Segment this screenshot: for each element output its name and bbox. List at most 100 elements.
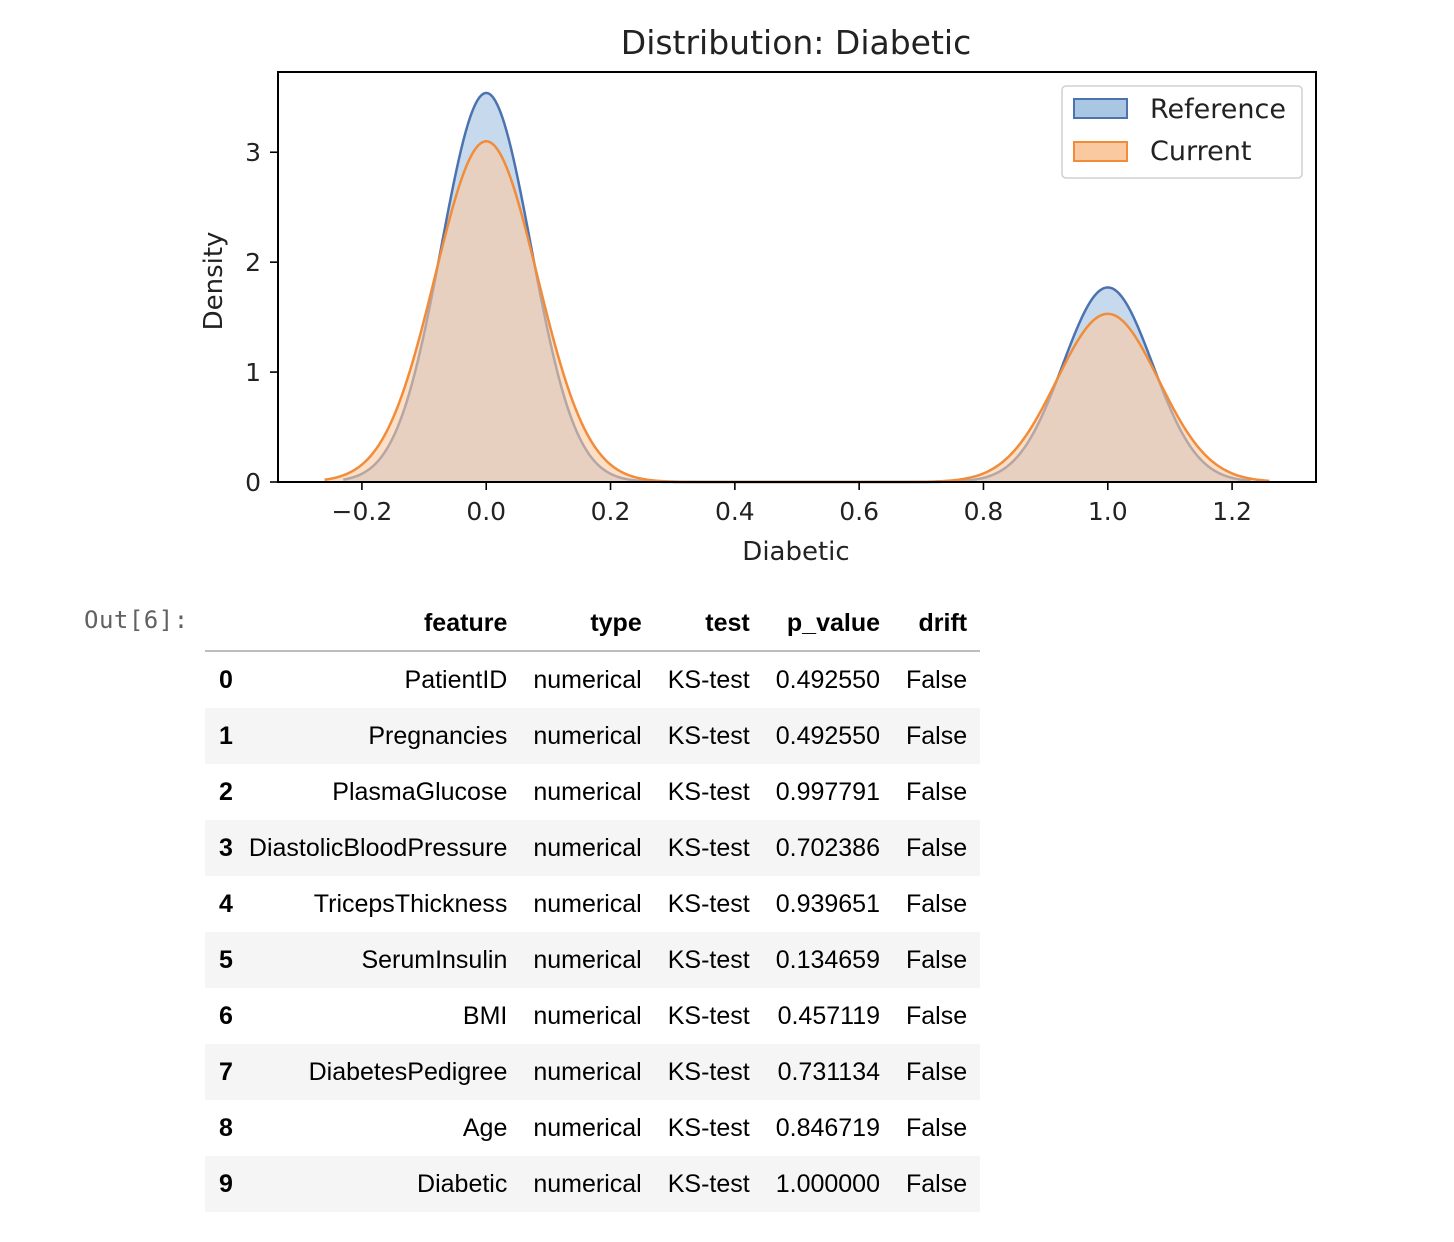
feature-cell: Age [462,1113,508,1142]
feature-cell: DiastolicBloodPressure [248,833,508,862]
row-index: 0 [219,665,233,694]
row-index: 3 [219,833,233,862]
p-value-cell: 0.134659 [775,945,880,974]
test-cell: KS-test [667,777,750,806]
row-index: 8 [219,1113,233,1142]
feature-cell: PatientID [404,665,508,694]
y-axis-label: Density [199,232,229,331]
column-header-test: test [654,597,763,652]
column-header-type: type [520,597,655,652]
test-cell: KS-test [667,1169,750,1198]
row-index: 9 [219,1169,233,1198]
column-header-feature: feature [240,597,521,652]
output-prompt: Out[6]: [84,606,189,634]
legend-swatch-reference [1073,98,1128,119]
drift-cell: False [906,945,968,974]
feature-cell: PlasmaGlucose [332,777,508,806]
drift-cell: False [906,889,968,918]
test-cell: KS-test [667,945,750,974]
feature-cell: Diabetic [417,1169,508,1198]
y-tick-label: 3 [245,138,261,167]
p-value-cell: 0.492550 [775,721,880,750]
type-cell: numerical [533,1057,642,1086]
feature-cell: TricepsThickness [313,889,508,918]
x-tick-label: 0.6 [839,497,879,526]
x-tick-label: 1.0 [1088,497,1128,526]
drift-cell: False [906,777,968,806]
x-tick-label: 0.0 [466,497,506,526]
legend-label-reference: Reference [1150,94,1286,125]
feature-cell: BMI [462,1001,508,1030]
legend-label-current: Current [1150,136,1251,167]
table-row: 6 BMI numerical KS-test 0.457119 False [205,988,980,1044]
row-index: 1 [219,721,233,750]
x-tick-label: 0.4 [715,497,755,526]
table-header-row: feature type test p_value drift [205,597,981,652]
drift-cell: False [906,721,968,750]
drift-cell: False [906,1169,968,1198]
table-row: 7 DiabetesPedigree numerical KS-test 0.73113… [205,1044,981,1100]
p-value-cell: 0.997791 [775,777,880,806]
drift-cell: False [906,833,968,862]
p-value-cell: 0.492550 [775,665,880,694]
p-value-cell: 0.457119 [777,1001,880,1030]
column-header-drift: drift [893,597,981,652]
plot-frame [277,71,1317,483]
density-chart: Distribution: Diabetic −0.2 0.0 0.2 0.4 0.6 0… [199,23,1317,567]
p-value-cell: 0.939651 [775,889,880,918]
x-axis-label: Diabetic [742,537,849,567]
axes: −0.2 0.0 0.2 0.4 0.6 0.8 1.0 1.2 0 1 2 3 [245,138,1252,526]
type-cell: numerical [533,889,642,918]
test-cell: KS-test [667,1113,750,1142]
test-cell: KS-test [667,665,750,694]
drift-cell: False [906,1001,968,1030]
p-value-cell: 0.846719 [775,1113,880,1142]
x-tick-label: 0.8 [964,497,1004,526]
drift-cell: False [906,1113,968,1142]
feature-cell: SerumInsulin [361,945,508,974]
test-cell: KS-test [667,1057,750,1086]
table-row: 9 Diabetic numerical KS-test 1.000000 False [205,1156,981,1212]
type-cell: numerical [533,945,642,974]
test-cell: KS-test [667,889,750,918]
type-cell: numerical [533,665,642,694]
drift-cell: False [906,665,968,694]
p-value-cell: 0.731134 [777,1057,880,1086]
index-header [205,597,241,652]
type-cell: numerical [533,1001,642,1030]
table-row: 1 Pregnancies numerical KS-test 0.492550 Fals… [205,708,981,764]
table-row: 2 PlasmaGlucose numerical KS-test 0.997791 Fa… [205,764,980,820]
feature-cell: DiabetesPedigree [308,1057,508,1086]
test-cell: KS-test [667,1001,750,1030]
feature-cell: Pregnancies [368,721,508,750]
drift-cell: False [906,1057,968,1086]
table-row: 4 TricepsThickness numerical KS-test 0.93965… [205,876,980,932]
type-cell: numerical [533,1169,642,1198]
y-tick-label: 1 [245,358,261,387]
row-index: 7 [219,1057,233,1086]
p-value-cell: 0.702386 [775,833,880,862]
legend: Reference Current [1061,85,1303,179]
y-tick-label: 0 [245,468,261,497]
test-cell: KS-test [667,833,750,862]
type-cell: numerical [533,721,642,750]
y-tick-label: 2 [245,248,261,277]
x-tick-label: −0.2 [332,497,393,526]
type-cell: numerical [533,777,642,806]
p-value-cell: 1.000000 [775,1169,880,1198]
test-cell: KS-test [667,721,750,750]
table-row: 8 Age numerical KS-test 0.846719 False [205,1100,980,1156]
column-header-p-value: p_value [762,597,893,652]
row-index: 4 [219,889,233,918]
x-tick-label: 0.2 [591,497,631,526]
table-row: 5 SerumInsulin numerical KS-test 0.134659 Fal… [205,932,981,988]
legend-swatch-current [1073,141,1128,162]
table-row: 3 DiastolicBloodPressure numerical KS-test 0… [205,820,981,876]
density-area-current [324,141,1270,482]
table-row: 0 PatientID numerical KS-test 0.492550 False [205,651,980,708]
chart-title: Distribution: Diabetic [621,23,971,62]
row-index: 2 [219,777,233,806]
type-cell: numerical [533,1113,642,1142]
row-index: 5 [219,945,233,974]
drift-results-table: feature type test p_value drift 0 Patient… [205,597,981,1212]
